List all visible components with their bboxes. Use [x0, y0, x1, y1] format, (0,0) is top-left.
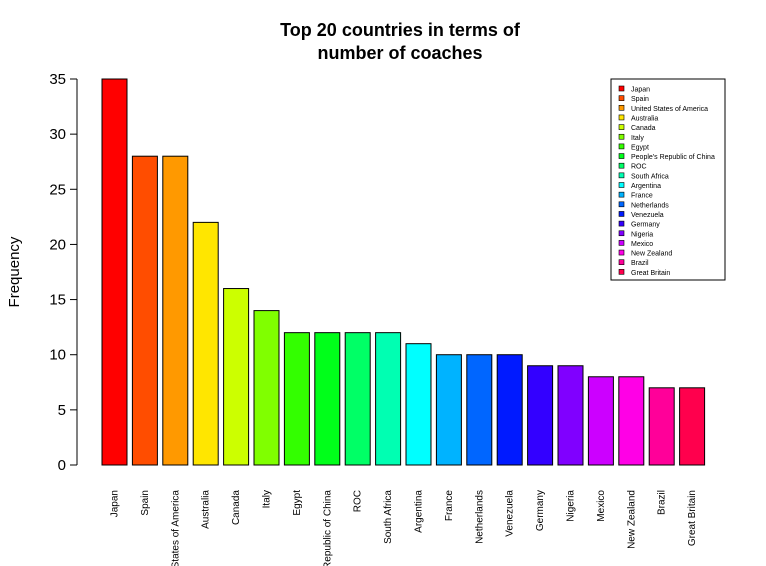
- legend-label: Australia: [631, 115, 658, 122]
- legend-swatch: [618, 220, 625, 227]
- legend-label: France: [631, 193, 653, 200]
- chart-title-line: Top 20 countries in terms of: [280, 20, 521, 40]
- legend-swatch: [618, 105, 625, 111]
- y-tick-label: 0: [58, 457, 66, 474]
- legend-swatch: [618, 249, 625, 256]
- x-tick-label: Mexico: [596, 490, 607, 522]
- legend-label: Mexico: [631, 241, 653, 248]
- y-axis-label-group: Frequency: [6, 236, 23, 307]
- x-tick-label: New Zealand: [626, 490, 637, 549]
- legend-label: Nigeria: [631, 231, 653, 238]
- legend-label: Japan: [631, 87, 650, 94]
- legend-label: Italy: [631, 135, 644, 142]
- legend-swatch: [618, 230, 625, 237]
- legend-label: New Zealand: [631, 251, 672, 258]
- bar-spain: [131, 155, 158, 466]
- x-tick-label: Venezuela: [505, 490, 516, 537]
- bar-canada: [223, 288, 250, 466]
- legend-label: People's Republic of China: [631, 154, 715, 161]
- x-tick-label: ROC: [353, 490, 364, 512]
- legend-label: Venezuela: [631, 212, 664, 219]
- legend-label: Egypt: [631, 144, 649, 151]
- x-tick-label: Egypt: [292, 490, 303, 516]
- legend-swatch: [618, 211, 625, 217]
- x-tick-label: Italy: [262, 490, 273, 508]
- legend-label: Germany: [631, 222, 660, 229]
- x-tick-label: People's Republic of China: [322, 490, 333, 566]
- y-tick-label: 10: [49, 347, 66, 364]
- bar-venezuela: [496, 354, 523, 466]
- legend-swatch: [618, 182, 625, 188]
- legend-swatch: [618, 133, 625, 140]
- bar-france: [435, 354, 462, 466]
- bar-japan: [101, 78, 128, 466]
- legend-swatch: [618, 162, 625, 169]
- legend-label: Spain: [631, 96, 649, 103]
- x-tick-label: Netherlands: [474, 490, 485, 544]
- legend-swatch: [618, 95, 625, 101]
- bar-australia: [192, 221, 219, 466]
- bar-roc: [344, 332, 371, 466]
- bar-mexico: [587, 376, 614, 466]
- legend-swatch: [618, 153, 625, 159]
- legend-label: South Africa: [631, 173, 669, 180]
- legend-label: Netherlands: [631, 202, 669, 209]
- bar-great-britain: [679, 387, 706, 466]
- legend-box: [610, 78, 726, 281]
- legend-swatch: [618, 172, 625, 179]
- y-axis: 0 5 10 15 20 25 30 35: [49, 71, 78, 474]
- legend-swatch: [618, 85, 625, 92]
- bar-egypt: [283, 332, 310, 466]
- legend-label: ROC: [631, 164, 647, 171]
- x-tick-labels: Japan Spain United States of America Austra…: [110, 490, 699, 566]
- x-tick-label: Brazil: [657, 490, 668, 515]
- legend-swatch: [618, 259, 625, 266]
- legend-swatch: [618, 114, 625, 121]
- chart-title-line: number of coaches: [317, 43, 482, 63]
- legend: Japan Spain United States of America Austra…: [610, 78, 726, 281]
- y-axis-label: Frequency: [6, 236, 23, 307]
- bar-netherlands: [466, 354, 493, 466]
- chart-title: Top 20 countries in terms of number of co…: [280, 20, 521, 63]
- legend-swatch: [618, 201, 625, 208]
- y-tick-label: 15: [49, 292, 66, 309]
- y-tick-label: 25: [49, 181, 66, 198]
- x-tick-label: Spain: [140, 490, 151, 516]
- bar-nigeria: [557, 365, 584, 466]
- bar-united-states-of-america: [162, 155, 189, 466]
- bar-argentina: [405, 343, 432, 466]
- bar-italy: [253, 310, 280, 466]
- x-tick-label: Argentina: [414, 490, 425, 533]
- x-tick-label: Canada: [231, 490, 242, 525]
- x-tick-label: Nigeria: [566, 490, 577, 522]
- legend-label: Brazil: [631, 260, 649, 267]
- legend-label: Argentina: [631, 183, 661, 190]
- x-tick-label: Australia: [201, 490, 212, 529]
- legend-swatch: [618, 240, 625, 246]
- legend-swatch: [618, 269, 625, 275]
- bar-people-s-republic-of-china: [314, 332, 341, 466]
- legend-swatch: [618, 143, 625, 150]
- y-tick-label: 35: [49, 71, 66, 88]
- legend-label: Canada: [631, 125, 656, 132]
- legend-label: United States of America: [631, 106, 708, 113]
- legend-swatch: [618, 124, 625, 130]
- legend-swatch: [618, 191, 625, 198]
- y-tick-label: 5: [58, 402, 66, 419]
- x-tick-label: South Africa: [383, 490, 394, 544]
- x-tick-label: Germany: [535, 490, 546, 531]
- bar-brazil: [648, 387, 675, 466]
- legend-label: Great Britain: [631, 270, 670, 277]
- x-tick-label: Great Britain: [687, 490, 698, 546]
- y-tick-label: 20: [49, 236, 66, 253]
- bars: [101, 78, 706, 466]
- x-tick-label: Japan: [110, 490, 121, 517]
- y-tick-label: 30: [49, 126, 66, 143]
- bar-germany: [527, 365, 554, 466]
- x-tick-label: United States of America: [170, 490, 181, 566]
- x-tick-label: France: [444, 490, 455, 522]
- bar-south-africa: [375, 332, 402, 466]
- bar-new-zealand: [618, 376, 645, 466]
